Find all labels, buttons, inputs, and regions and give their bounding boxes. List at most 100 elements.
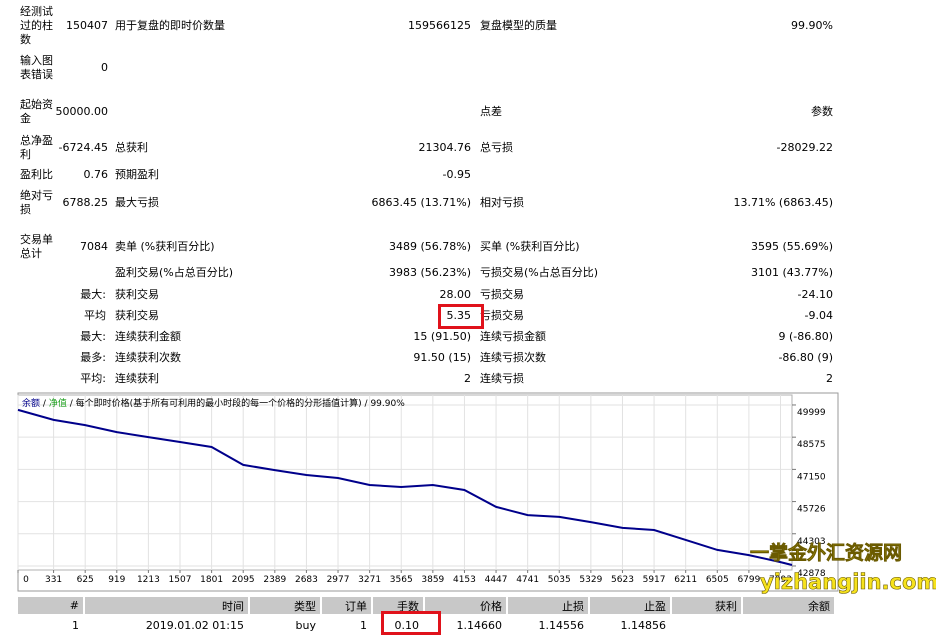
stat-value: 2 (464, 372, 471, 385)
stat-label: 最多: (80, 351, 106, 364)
stat-label: 最大亏损 (115, 196, 159, 209)
stat-label: 总亏损 (480, 141, 513, 154)
stat-value: 99.90% (791, 19, 833, 32)
stat-label: 获利交易 (115, 288, 159, 301)
stat-label: 最大: (80, 330, 106, 343)
stat-label: 经测试过的柱数 (20, 5, 53, 46)
table-header: 手数 (373, 597, 423, 614)
stat-label: 预期盈利 (115, 168, 159, 181)
legend-balance: 余额 (22, 399, 41, 409)
x-tick-label: 331 (45, 575, 62, 585)
table-header: 获利 (672, 597, 741, 614)
x-tick-label: 5035 (548, 575, 571, 585)
stat-label: 连续亏损金额 (480, 330, 546, 343)
y-tick-label: 47150 (797, 472, 826, 482)
stat-label: 亏损交易(%占总百分比) (480, 266, 599, 279)
stat-value: 91.50 (15) (413, 351, 471, 364)
stat-label: 连续亏损 (480, 372, 524, 385)
legend-description: 每个即时价格(基于所有可利用的最小时段的每一个价格的分形插值计算) (75, 399, 362, 409)
stat-value: 150407 (66, 19, 108, 32)
stat-label: 卖单 (%获利百分比) (115, 240, 215, 253)
table-header: 止损 (508, 597, 588, 614)
x-tick-label: 2977 (327, 575, 350, 585)
table-header: 时间 (85, 597, 248, 614)
x-tick-label: 5329 (579, 575, 602, 585)
stat-value: -9.04 (804, 309, 833, 322)
table-cell: 0.10 (394, 618, 420, 632)
x-tick-label: 6211 (674, 575, 697, 585)
table-header: 止盈 (590, 597, 670, 614)
stat-value: 21304.76 (418, 141, 472, 154)
stat-label: 亏损交易 (480, 288, 524, 301)
stat-value: 3489 (56.78%) (388, 240, 471, 253)
x-tick-label: 5917 (643, 575, 666, 585)
stat-value: 6788.25 (62, 196, 109, 209)
stat-value: -0.95 (442, 168, 471, 181)
table-cell: 1.14660 (456, 618, 503, 632)
chart-legend: 余额 / 净值 / 每个即时价格(基于所有可利用的最小时段的每一个价格的分形插值… (22, 396, 405, 409)
y-tick-label: 48575 (797, 440, 826, 450)
stat-value: 参数 (811, 105, 833, 118)
x-tick-label: 3565 (390, 575, 413, 585)
x-tick-label: 6505 (706, 575, 729, 585)
x-tick-label: 6799 (737, 575, 760, 585)
stat-label: 连续亏损次数 (480, 351, 546, 364)
table-header: 余额 (743, 597, 834, 614)
x-tick-label: 4741 (516, 575, 539, 585)
x-tick-label: 2095 (232, 575, 255, 585)
stat-label: 亏损交易 (480, 309, 524, 322)
table-cell: buy (295, 618, 316, 632)
legend-separator: / (364, 399, 368, 409)
highlight-box (381, 611, 441, 635)
stat-value: -24.10 (797, 288, 833, 301)
y-tick-label: 42878 (797, 569, 826, 579)
x-tick-label: 1507 (169, 575, 192, 585)
x-tick-label: 2683 (295, 575, 318, 585)
stat-value: -6724.45 (58, 141, 108, 154)
stat-value: 5.35 (446, 309, 472, 322)
stat-label: 最大: (80, 288, 106, 301)
x-tick-label: 3271 (358, 575, 381, 585)
stat-label: 盈利交易(%占总百分比) (115, 266, 234, 279)
y-tick-label: 44303 (797, 537, 826, 547)
table-header: 价格 (425, 597, 506, 614)
stat-label: 绝对亏损 (20, 189, 53, 216)
stat-label: 连续获利 (115, 372, 159, 385)
stat-label: 平均 (84, 309, 106, 322)
table-cell: 1 (360, 618, 367, 632)
x-tick-label: 919 (108, 575, 125, 585)
table-header: 订单 (322, 597, 371, 614)
x-tick-label: 4153 (453, 575, 476, 585)
stat-value: 9 (-86.80) (778, 330, 833, 343)
stat-value: 28.00 (439, 288, 472, 301)
stat-label: 盈利比 (20, 168, 53, 181)
x-tick-label: 1801 (200, 575, 223, 585)
stat-value: 3595 (55.69%) (750, 240, 833, 253)
x-tick-label: 5623 (611, 575, 634, 585)
table-cell: 1.14556 (538, 618, 585, 632)
x-tick-label: 7093 (769, 575, 792, 585)
plot-area (17, 394, 793, 571)
stat-label: 用于复盘的即时价数量 (115, 19, 225, 32)
stat-value: 13.71% (6863.45) (733, 196, 833, 209)
table-header: # (18, 597, 83, 614)
stat-label: 连续获利次数 (115, 351, 181, 364)
legend-equity: 净值 (48, 399, 67, 409)
stat-value: 159566125 (408, 19, 471, 32)
highlight-box (438, 304, 484, 329)
stat-label: 连续获利金额 (115, 330, 181, 343)
stat-value: 3983 (56.23%) (388, 266, 471, 279)
stat-value: 3101 (43.77%) (750, 266, 833, 279)
stat-label: 复盘模型的质量 (480, 19, 557, 32)
stat-value: 50000.00 (55, 105, 109, 118)
x-tick-label: 625 (77, 575, 94, 585)
legend-separator: / (69, 399, 73, 409)
table-header: 类型 (250, 597, 320, 614)
stat-label: 点差 (480, 105, 502, 118)
legend-quality: 99.90% (370, 399, 405, 409)
stat-label: 总获利 (115, 141, 148, 154)
y-tick-label: 45726 (797, 505, 826, 515)
stat-label: 交易单总计 (20, 233, 53, 260)
